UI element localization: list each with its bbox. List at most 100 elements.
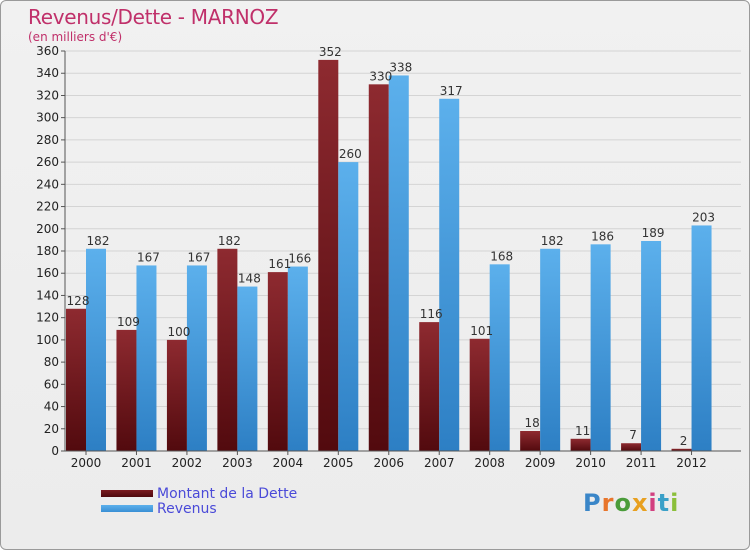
bar-revenue-2003 xyxy=(237,286,258,451)
data-label-debt: 109 xyxy=(117,315,140,329)
legend-label-revenue: Revenus xyxy=(157,501,217,517)
bar-revenue-2004 xyxy=(287,266,308,451)
data-label-debt: 7 xyxy=(629,428,637,442)
data-label-revenue: 148 xyxy=(238,272,261,286)
x-tick-label: 2010 xyxy=(575,456,606,470)
x-tick-label: 2004 xyxy=(273,456,304,470)
data-label-revenue: 338 xyxy=(389,60,412,74)
x-tick-label: 2000 xyxy=(71,456,102,470)
x-tick-label: 2011 xyxy=(626,456,657,470)
bar-revenue-2011 xyxy=(641,241,662,451)
y-tick-label: 120 xyxy=(36,311,59,325)
data-label-debt: 18 xyxy=(525,416,540,430)
bar-debt-2012 xyxy=(671,448,692,451)
data-label-revenue: 166 xyxy=(288,252,311,266)
bar-revenue-2007 xyxy=(439,98,460,452)
x-tick-label: 2006 xyxy=(373,456,404,470)
y-tick-label: 260 xyxy=(36,155,59,169)
data-label-revenue: 189 xyxy=(642,226,665,240)
bar-revenue-2010 xyxy=(590,244,611,451)
data-label-revenue: 186 xyxy=(591,229,614,243)
legend-swatch-revenue xyxy=(101,505,153,512)
bar-revenue-2002 xyxy=(186,265,207,451)
data-label-debt: 161 xyxy=(268,257,291,271)
legend-label-debt: Montant de la Dette xyxy=(157,486,298,502)
bar-debt-2009 xyxy=(520,431,541,451)
x-tick-label: 2005 xyxy=(323,456,354,470)
bar-revenue-2008 xyxy=(489,264,510,451)
data-label-debt: 101 xyxy=(470,324,493,338)
chart-subtitle: (en milliers d'€) xyxy=(28,30,123,44)
data-label-revenue: 167 xyxy=(137,250,160,264)
bar-revenue-2001 xyxy=(136,265,157,451)
data-label-debt: 100 xyxy=(167,325,190,339)
data-label-revenue: 168 xyxy=(490,249,513,263)
data-label-revenue: 260 xyxy=(339,147,362,161)
bar-debt-2008 xyxy=(469,338,490,451)
bar-revenue-2005 xyxy=(338,162,359,451)
data-label-revenue: 203 xyxy=(692,210,715,224)
y-tick-label: 320 xyxy=(36,88,59,102)
y-tick-label: 360 xyxy=(36,44,59,58)
x-tick-label: 2009 xyxy=(525,456,556,470)
data-label-revenue: 182 xyxy=(541,234,564,248)
y-tick-label: 240 xyxy=(36,177,59,191)
data-label-revenue: 317 xyxy=(440,84,463,98)
y-tick-label: 160 xyxy=(36,266,59,280)
bar-revenue-2000 xyxy=(86,248,106,451)
logo-letter: r xyxy=(601,489,615,517)
data-label-debt: 2 xyxy=(680,434,688,448)
data-label-debt: 330 xyxy=(369,69,392,83)
bar-debt-2003 xyxy=(217,248,238,451)
y-tick-label: 20 xyxy=(44,422,59,436)
y-tick-label: 300 xyxy=(36,111,59,125)
bar-debt-2010 xyxy=(570,438,591,451)
legend-item-debt: Montant de la Dette xyxy=(101,486,341,503)
data-label-revenue: 167 xyxy=(187,250,210,264)
chart-title: Revenus/Dette - MARNOZ xyxy=(28,5,279,29)
proxiti-logo: Proxiti xyxy=(583,489,679,517)
y-tick-label: 0 xyxy=(51,444,59,458)
logo-letter: x xyxy=(631,489,649,517)
y-tick-label: 100 xyxy=(36,333,59,347)
legend-item-revenue: Revenus xyxy=(101,501,341,518)
y-tick-label: 340 xyxy=(36,66,59,80)
logo-letter: P xyxy=(583,489,602,517)
bar-revenue-2009 xyxy=(540,248,561,451)
logo-letter: i xyxy=(670,489,680,517)
bar-debt-2002 xyxy=(166,339,187,451)
data-label-debt: 128 xyxy=(67,294,90,308)
x-tick-label: 2008 xyxy=(474,456,505,470)
data-label-debt: 352 xyxy=(319,45,342,59)
y-tick-label: 280 xyxy=(36,133,59,147)
y-tick-label: 200 xyxy=(36,222,59,236)
bar-debt-2011 xyxy=(621,443,642,451)
x-tick-label: 2002 xyxy=(172,456,203,470)
y-tick-label: 60 xyxy=(44,377,59,391)
bar-debt-2007 xyxy=(419,322,440,451)
y-tick-label: 80 xyxy=(44,355,59,369)
logo-letter: t xyxy=(657,489,671,517)
legend-swatch-debt xyxy=(101,490,153,497)
y-tick-label: 140 xyxy=(36,288,59,302)
x-tick-label: 2012 xyxy=(676,456,707,470)
bar-debt-2000 xyxy=(66,308,86,451)
bar-debt-2005 xyxy=(318,59,339,452)
data-label-revenue: 182 xyxy=(87,234,110,248)
x-tick-label: 2007 xyxy=(424,456,455,470)
data-label-debt: 116 xyxy=(420,307,443,321)
bar-debt-2004 xyxy=(267,272,288,451)
y-tick-label: 220 xyxy=(36,200,59,214)
data-label-debt: 182 xyxy=(218,234,241,248)
y-tick-label: 40 xyxy=(44,400,59,414)
bar-revenue-2012 xyxy=(691,225,712,451)
bar-revenue-2006 xyxy=(388,75,409,451)
bar-debt-2001 xyxy=(116,329,137,451)
x-tick-label: 2003 xyxy=(222,456,253,470)
bar-debt-2006 xyxy=(368,84,389,451)
data-label-debt: 11 xyxy=(575,424,590,438)
y-tick-label: 180 xyxy=(36,244,59,258)
logo-letter: o xyxy=(614,489,632,517)
